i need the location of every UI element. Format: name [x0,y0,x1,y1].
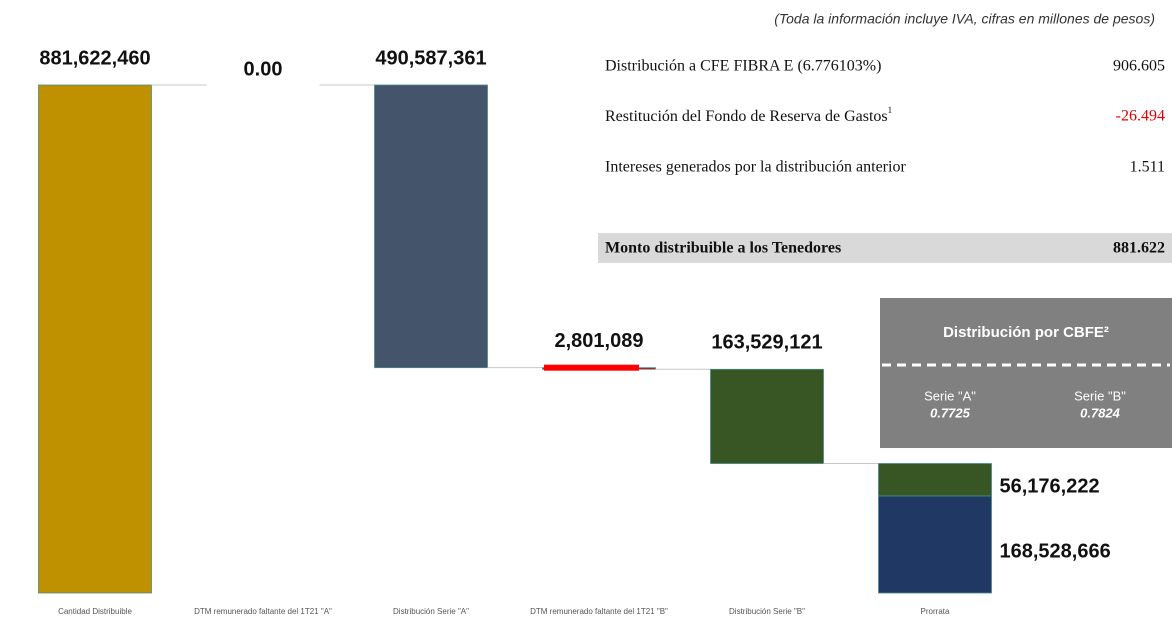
value-label: 2,801,089 [555,330,644,352]
x-tick-label: DTM remunerado faltante del 1T21 "A" [194,607,332,616]
value-label: 163,529,121 [711,332,822,354]
bar-segment [878,495,992,594]
value-label: 168,528,666 [1000,540,1111,562]
value-label: 490,587,361 [375,47,486,69]
col-label: Serie "B" [1074,388,1126,403]
row-value: 906.605 [1113,58,1165,75]
bar [38,84,152,594]
x-tick-label: Distribución Serie "B" [729,607,805,616]
bar [374,84,488,369]
value-label: 0.00 [244,58,283,80]
row-label: Distribución a CFE FIBRA E (6.776103%) [605,58,881,75]
total-value: 881.622 [1113,240,1165,257]
underline [544,364,639,371]
chart: Cantidad Distribuible 881,622,460 DTM remu… [38,47,1111,616]
x-tick-label: Distribución Serie "A" [393,607,469,616]
col-value: 0.7824 [1080,405,1121,420]
value-label: 881,622,460 [39,47,150,69]
x-tick-label: Cantidad Distribuible [58,607,132,616]
row-value: 1.511 [1130,159,1165,176]
box-title: Distribución por CBFE² [943,324,1109,341]
total-band [598,233,1172,263]
col-label: Serie "A" [924,388,976,403]
row-value: -26.494 [1116,108,1165,125]
cbfe-box: Distribución por CBFE² Serie "A" 0.7725 … [880,298,1172,448]
row-label-text: Restitución del Fondo de Reserva de Gast… [605,108,888,125]
x-tick-label: Prorrata [921,607,950,616]
value-label: 56,176,222 [1000,475,1100,497]
note: (Toda la información incluye IVA, cifras… [774,11,1155,27]
bar-segment [878,463,992,497]
x-tick-label: DTM remunerado faltante del 1T21 "B" [530,607,668,616]
row-label: Restitución del Fondo de Reserva de Gast… [605,105,892,125]
bar [710,368,824,464]
box-bg [880,298,1172,448]
summary-table: (Toda la información incluye IVA, cifras… [598,11,1172,263]
total-label: Monto distribuible a los Tenedores [605,240,841,257]
row-label: Intereses generados por la distribución … [605,159,906,176]
col-value: 0.7725 [930,405,971,420]
footnote: 1 [888,105,893,115]
